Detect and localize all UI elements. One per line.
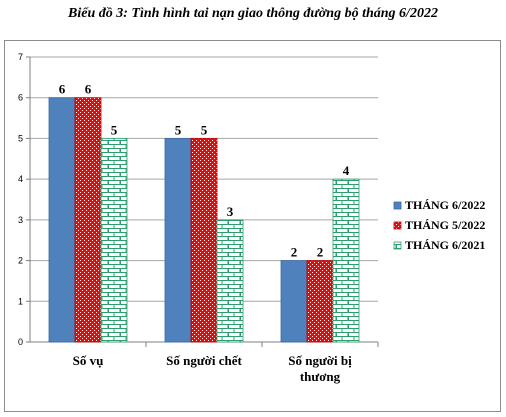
data-label: 2 [317,245,324,260]
data-label: 2 [291,245,298,260]
bar-1-1 [48,97,76,343]
x-category-label: Số vụ [73,353,104,368]
y-tick-label: 6 [18,93,23,103]
y-tick-label: 2 [18,256,23,266]
y-tick-label: 0 [18,337,23,347]
x-category-label: Số người chết [166,353,242,368]
bar-3-2 [216,219,244,343]
bars [48,97,360,343]
legend-label: THÁNG 5/2022 [405,218,485,232]
data-label: 4 [343,163,350,178]
data-label: 6 [85,82,92,97]
legend-swatch [393,201,402,210]
y-tick-label: 7 [18,52,23,62]
y-tick-label: 4 [18,174,23,184]
chart-frame [4,40,501,412]
bar-1-2 [164,138,192,343]
data-label: 6 [59,82,66,97]
x-category-label: thương [300,369,341,384]
y-tick-label: 1 [18,296,23,306]
legend-label: THÁNG 6/2022 [405,198,485,212]
legend-swatch [393,241,402,250]
legend: THÁNG 6/2022 THÁNG 5/2022 THÁNG 6/2021 [393,198,485,252]
bar-3-3 [332,178,360,343]
y-tick-label: 5 [18,133,23,143]
bar-1-3 [280,260,308,343]
bar-2-1 [74,97,102,343]
y-tick-label: 3 [18,215,23,225]
x-category-label: Số người bị [288,353,352,368]
legend-swatch [393,221,402,230]
data-label: 5 [201,122,208,137]
data-labels: 6 6 5 5 5 3 2 2 4 [59,82,350,260]
data-label: 3 [227,204,234,219]
bar-3-1 [100,138,128,343]
bar-2-2 [190,138,218,343]
chart-title: Biểu đồ 3: Tình hình tai nạn giao thông … [68,6,438,21]
legend-label: THÁNG 6/2021 [405,238,485,252]
bar-2-3 [306,260,334,343]
data-label: 5 [111,122,118,137]
data-label: 5 [175,122,182,137]
